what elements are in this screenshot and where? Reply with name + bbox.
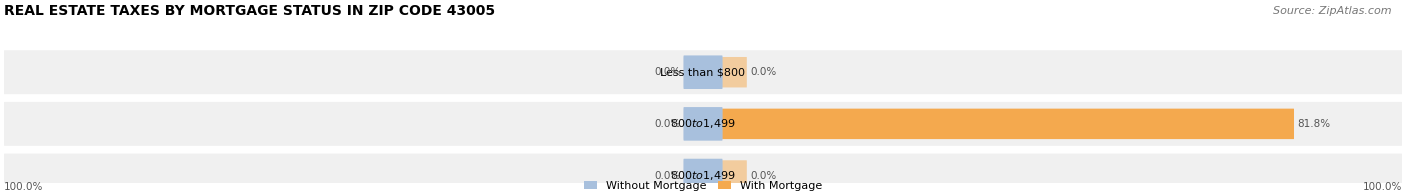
FancyBboxPatch shape (4, 50, 1402, 94)
FancyBboxPatch shape (4, 154, 1402, 196)
Text: $800 to $1,499: $800 to $1,499 (671, 169, 735, 182)
FancyBboxPatch shape (723, 160, 747, 191)
Text: 0.0%: 0.0% (654, 119, 681, 129)
Legend: Without Mortgage, With Mortgage: Without Mortgage, With Mortgage (583, 181, 823, 191)
Text: Source: ZipAtlas.com: Source: ZipAtlas.com (1274, 6, 1392, 16)
FancyBboxPatch shape (4, 102, 1402, 146)
Text: 0.0%: 0.0% (751, 67, 776, 77)
Text: REAL ESTATE TAXES BY MORTGAGE STATUS IN ZIP CODE 43005: REAL ESTATE TAXES BY MORTGAGE STATUS IN … (4, 4, 495, 18)
Text: 100.0%: 100.0% (1362, 182, 1402, 192)
Text: 81.8%: 81.8% (1298, 119, 1330, 129)
FancyBboxPatch shape (683, 55, 723, 89)
FancyBboxPatch shape (683, 159, 723, 192)
FancyBboxPatch shape (723, 57, 747, 87)
FancyBboxPatch shape (683, 107, 723, 141)
Text: 100.0%: 100.0% (4, 182, 44, 192)
Text: 0.0%: 0.0% (654, 67, 681, 77)
Text: 0.0%: 0.0% (654, 171, 681, 181)
FancyBboxPatch shape (723, 109, 1294, 139)
Text: Less than $800: Less than $800 (661, 67, 745, 77)
Text: $800 to $1,499: $800 to $1,499 (671, 117, 735, 130)
Text: 0.0%: 0.0% (751, 171, 776, 181)
